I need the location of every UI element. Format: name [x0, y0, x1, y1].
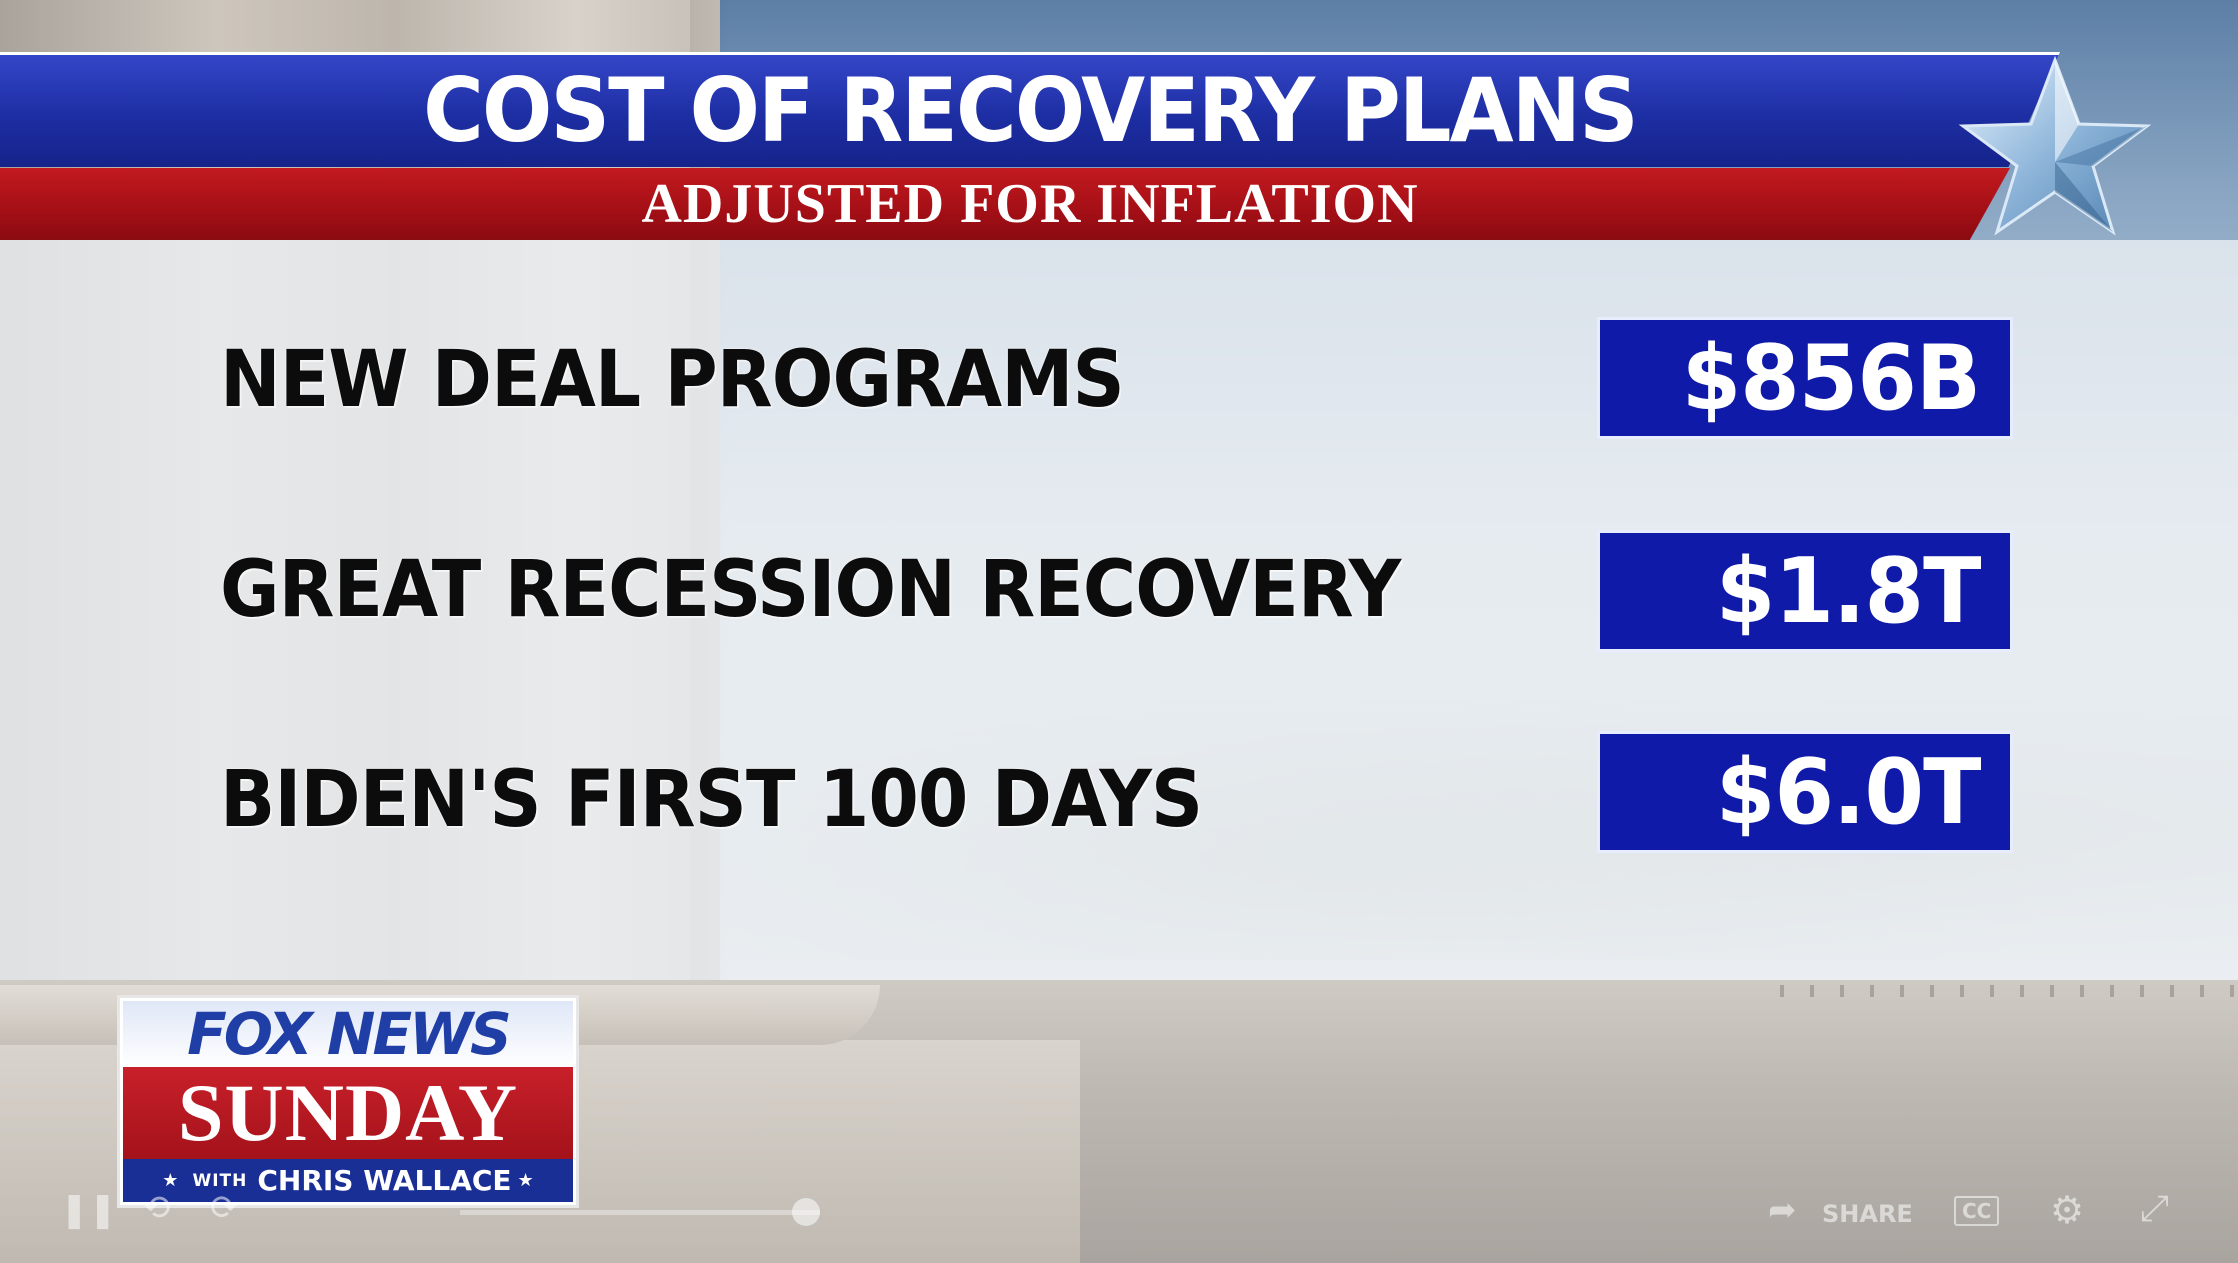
graphic-subtitle: ADJUSTED FOR INFLATION	[641, 173, 1419, 235]
row-label-great-recession: GREAT RECESSION RECOVERY	[220, 545, 1401, 635]
graphic-title: COST OF RECOVERY PLANS	[423, 58, 1639, 162]
share-icon[interactable]: ➦	[1768, 1190, 1797, 1230]
background-balustrade	[1780, 985, 2238, 997]
row-label-biden-100-days: BIDEN'S FIRST 100 DAYS	[220, 755, 1203, 845]
star-icon	[1958, 55, 2152, 236]
value-text: $6.0T	[1715, 739, 1980, 845]
logo-brand-strip: FOX NEWS	[123, 1000, 573, 1068]
value-badge-new-deal: $856B	[1597, 317, 2013, 439]
title-bar	[0, 52, 2060, 167]
logo-brand: FOX NEWS	[187, 1000, 512, 1068]
pause-icon[interactable]: ❚❚	[60, 1190, 117, 1230]
fox-news-sunday-logo: FOX NEWS SUNDAY ★ WITH CHRIS WALLACE ★	[120, 998, 576, 1205]
share-button[interactable]: SHARE	[1822, 1200, 1913, 1228]
logo-host-strip: ★ WITH CHRIS WALLACE ★	[123, 1159, 573, 1202]
closed-captions-button[interactable]: CC	[1954, 1196, 2000, 1226]
row-label-new-deal: NEW DEAL PROGRAMS	[220, 335, 1125, 425]
progress-handle[interactable]	[792, 1198, 820, 1226]
forward-icon[interactable]: ⟳	[210, 1188, 239, 1228]
progress-bar[interactable]	[460, 1210, 820, 1215]
value-badge-biden-100-days: $6.0T	[1597, 731, 2013, 853]
logo-with: WITH	[192, 1170, 248, 1191]
value-badge-great-recession: $1.8T	[1597, 530, 2013, 652]
settings-icon[interactable]: ⚙	[2050, 1188, 2085, 1232]
subtitle-bar	[0, 168, 2010, 240]
fullscreen-icon[interactable]: ⤢	[2140, 1188, 2169, 1229]
logo-star-icon: ★	[162, 1170, 179, 1191]
value-text: $856B	[1681, 325, 1981, 431]
value-text: $1.8T	[1715, 538, 1980, 644]
logo-show: SUNDAY	[177, 1067, 519, 1158]
logo-star-icon: ★	[517, 1170, 534, 1191]
logo-host: CHRIS WALLACE	[257, 1164, 512, 1197]
rewind-icon[interactable]: ⟲	[142, 1188, 171, 1228]
logo-show-strip: SUNDAY	[123, 1067, 573, 1159]
